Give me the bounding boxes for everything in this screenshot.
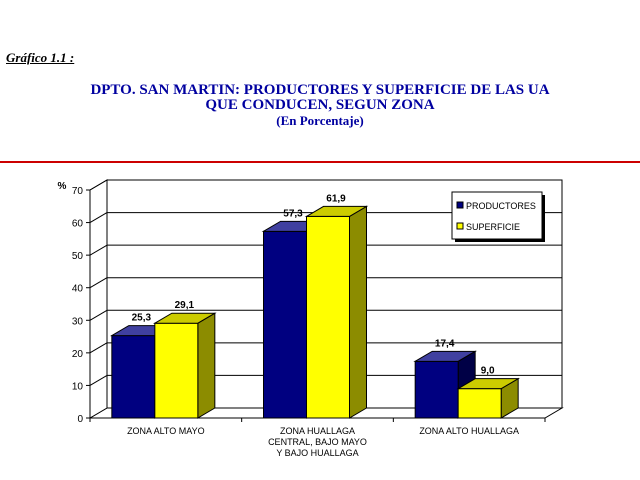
data-label-superficie: 29,1 [175, 300, 195, 311]
gridline-diagonal [89, 212, 108, 224]
y-tick-label: 30 [72, 316, 84, 327]
gridline-diagonal [89, 277, 108, 289]
divider-line [0, 161, 640, 163]
chart-subtitle: (En Porcentaje) [276, 113, 364, 128]
plot-side-wall [89, 179, 108, 419]
data-label-superficie: 9,0 [481, 366, 495, 377]
y-tick-label: 50 [72, 251, 84, 262]
data-label-productores: 17,4 [435, 338, 455, 349]
bar-superficie [154, 322, 199, 419]
bar-top-superficie [304, 205, 369, 217]
bar-side-superficie [197, 312, 216, 419]
y-tick-label: 0 [77, 414, 83, 425]
gridline-diagonal [89, 374, 108, 386]
y-tick-label: 10 [72, 381, 84, 392]
category-label: Y BAJO HUALLAGA [276, 448, 358, 458]
y-tick-label: 20 [72, 349, 84, 360]
bar-productores [111, 335, 156, 419]
legend-label-superficie: SUPERFICIE [466, 222, 520, 232]
y-tick-label: 40 [72, 284, 84, 295]
data-label-productores: 57,3 [283, 208, 303, 219]
bar-productores [263, 230, 307, 419]
chart-title-block: DPTO. SAN MARTIN: PRODUCTORES Y SUPERFIC… [0, 82, 640, 129]
gridline-diagonal [89, 179, 108, 191]
y-tick-label: 60 [72, 219, 84, 230]
category-label: ZONA HUALLAGA [280, 426, 355, 436]
y-tick-label: 70 [72, 186, 84, 197]
chart-title-line-1: DPTO. SAN MARTIN: PRODUCTORES Y SUPERFIC… [90, 82, 550, 98]
data-label-productores: 25,3 [132, 313, 152, 324]
figure-caption: Gráfico 1.1 : [6, 50, 75, 65]
gridline-diagonal [89, 309, 108, 321]
chart-title-line-2: QUE CONDUCEN, SEGUN ZONA [205, 97, 435, 113]
category-label: CENTRAL, BAJO MAYO [268, 437, 367, 447]
gridline-diagonal [89, 244, 108, 256]
gridline-diagonal [89, 342, 108, 354]
bar-top-productores [413, 350, 478, 362]
bar-superficie [457, 388, 502, 419]
legend-box [451, 191, 543, 240]
legend-swatch-superficie [456, 222, 464, 230]
category-label: ZONA ALTO HUALLAGA [419, 426, 519, 436]
bar-superficie [306, 215, 350, 419]
y-axis-label: % [58, 181, 67, 192]
legend-swatch-productores [456, 201, 464, 209]
bar-top-superficie [152, 312, 217, 324]
bar-side-superficie [349, 205, 367, 419]
bar-top-superficie [456, 378, 521, 390]
legend-label-productores: PRODUCTORES [466, 201, 536, 211]
data-label-superficie: 61,9 [326, 193, 346, 204]
bar-productores [414, 360, 459, 419]
category-label: ZONA ALTO MAYO [127, 426, 205, 436]
